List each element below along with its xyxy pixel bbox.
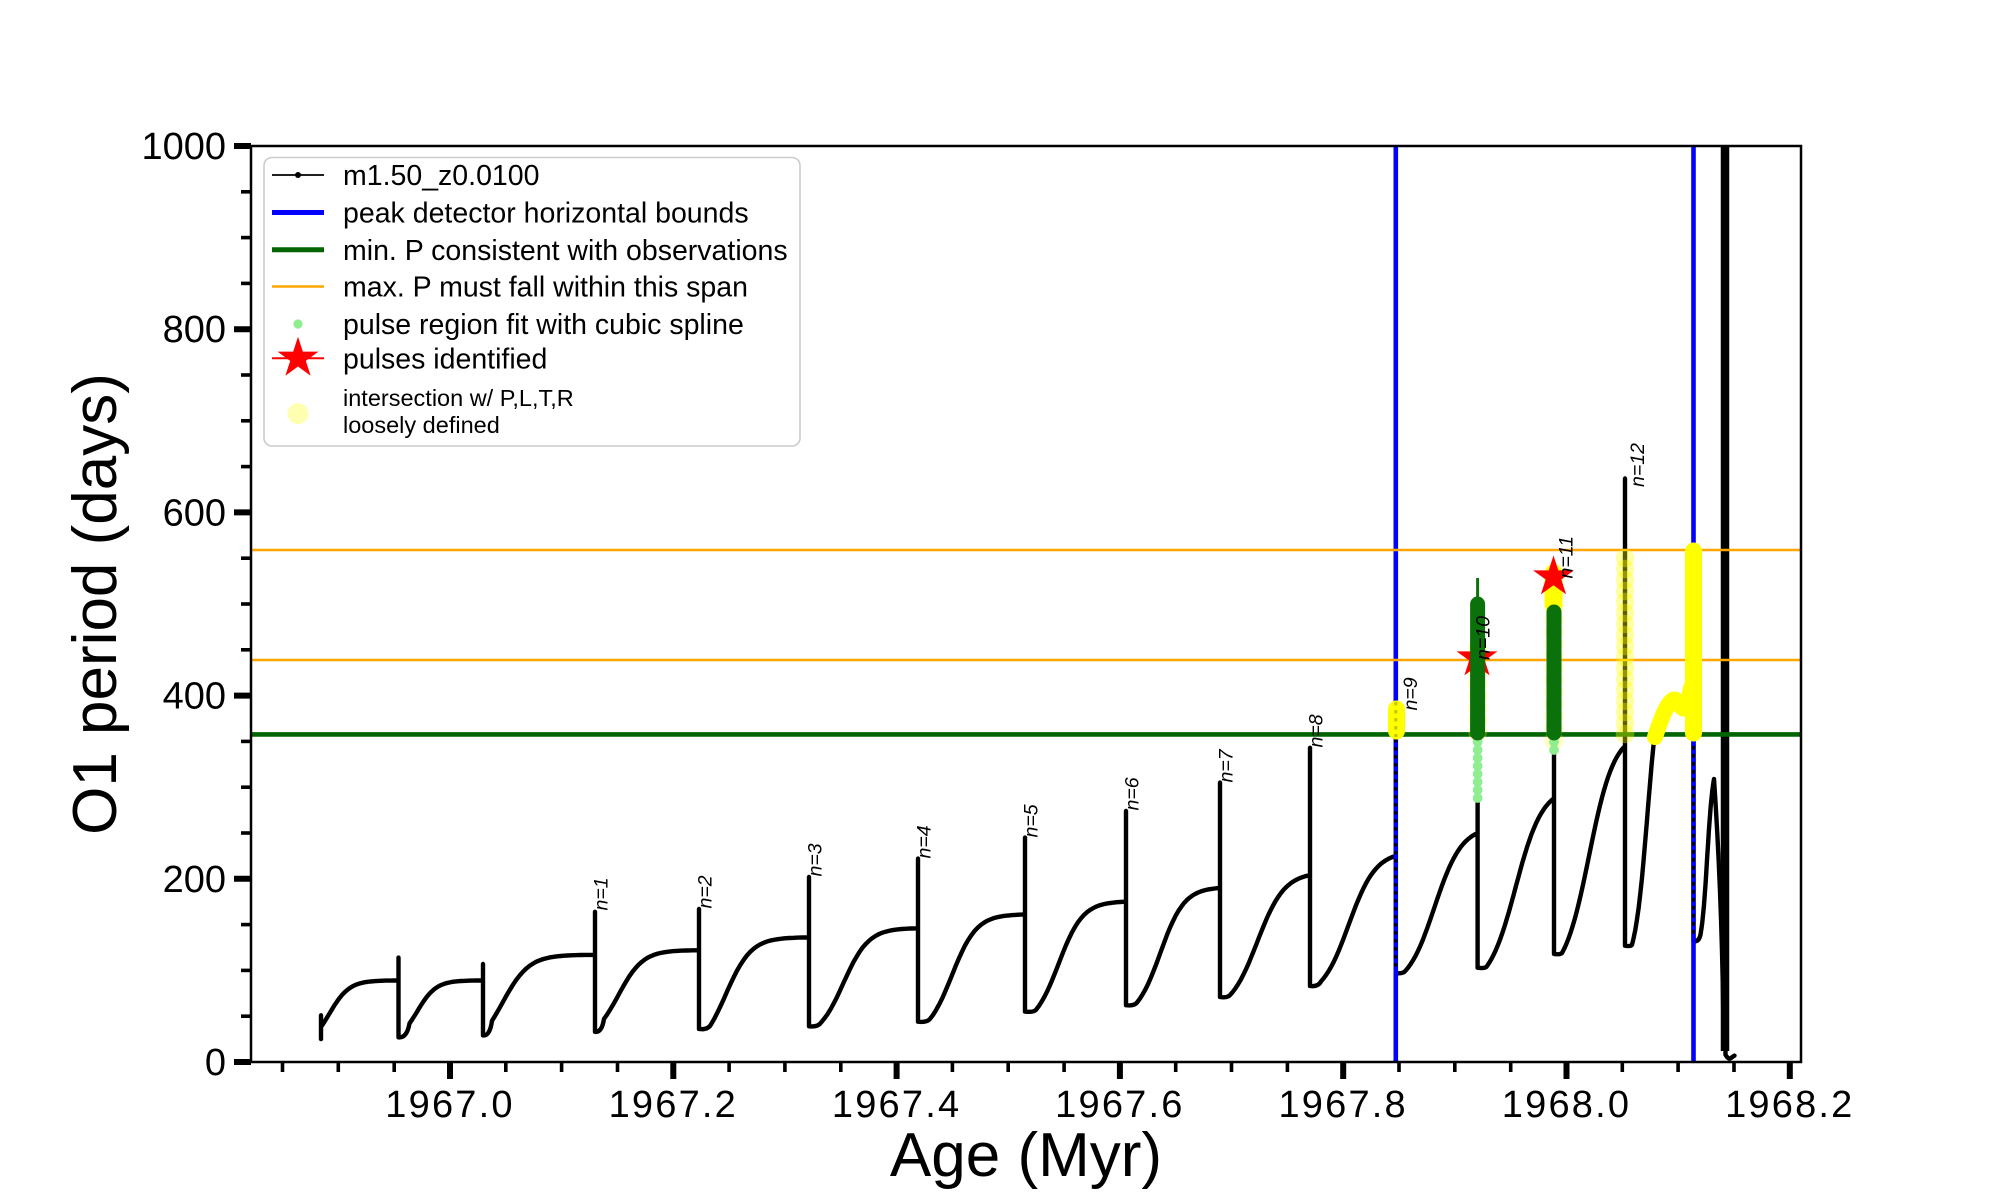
svg-text:O1 period (days): O1 period (days) bbox=[61, 373, 130, 835]
svg-text:pulse region fit with cubic sp: pulse region fit with cubic spline bbox=[343, 309, 744, 341]
svg-text:1000: 1000 bbox=[141, 126, 226, 168]
svg-text:n=5: n=5 bbox=[1021, 804, 1043, 837]
svg-text:600: 600 bbox=[163, 492, 226, 534]
svg-text:n=2: n=2 bbox=[695, 875, 717, 908]
svg-text:400: 400 bbox=[163, 676, 226, 718]
svg-text:1967.6: 1967.6 bbox=[1055, 1084, 1184, 1126]
svg-text:1967.8: 1967.8 bbox=[1278, 1084, 1407, 1126]
svg-text:0: 0 bbox=[205, 1042, 226, 1084]
svg-text:200: 200 bbox=[163, 859, 226, 901]
svg-text:loosely defined: loosely defined bbox=[343, 412, 500, 438]
svg-text:n=12: n=12 bbox=[1627, 443, 1649, 487]
svg-text:1968.0: 1968.0 bbox=[1502, 1084, 1631, 1126]
svg-text:1967.4: 1967.4 bbox=[832, 1084, 961, 1126]
svg-text:n=8: n=8 bbox=[1306, 714, 1328, 747]
svg-text:1967.2: 1967.2 bbox=[609, 1084, 738, 1126]
svg-text:n=11: n=11 bbox=[1556, 536, 1578, 578]
svg-text:max. P must fall within this s: max. P must fall within this span bbox=[343, 272, 748, 304]
svg-text:m1.50_z0.0100: m1.50_z0.0100 bbox=[343, 160, 539, 192]
svg-text:min. P consistent with observa: min. P consistent with observations bbox=[343, 235, 788, 267]
svg-text:pulses identified: pulses identified bbox=[343, 343, 547, 375]
svg-text:n=10: n=10 bbox=[1473, 616, 1495, 660]
svg-text:n=4: n=4 bbox=[914, 825, 936, 858]
svg-text:Age (Myr): Age (Myr) bbox=[890, 1121, 1162, 1190]
svg-text:n=6: n=6 bbox=[1122, 777, 1144, 810]
svg-text:800: 800 bbox=[163, 309, 226, 351]
svg-text:n=7: n=7 bbox=[1216, 748, 1238, 782]
svg-text:1968.2: 1968.2 bbox=[1725, 1084, 1854, 1126]
svg-text:1967.0: 1967.0 bbox=[385, 1084, 514, 1126]
svg-text:peak detector horizontal bound: peak detector horizontal bounds bbox=[343, 198, 749, 230]
svg-text:intersection w/ P,L,T,R: intersection w/ P,L,T,R bbox=[343, 385, 574, 411]
svg-text:n=9: n=9 bbox=[1400, 677, 1422, 710]
svg-text:n=3: n=3 bbox=[805, 843, 827, 876]
svg-text:n=1: n=1 bbox=[591, 877, 613, 910]
